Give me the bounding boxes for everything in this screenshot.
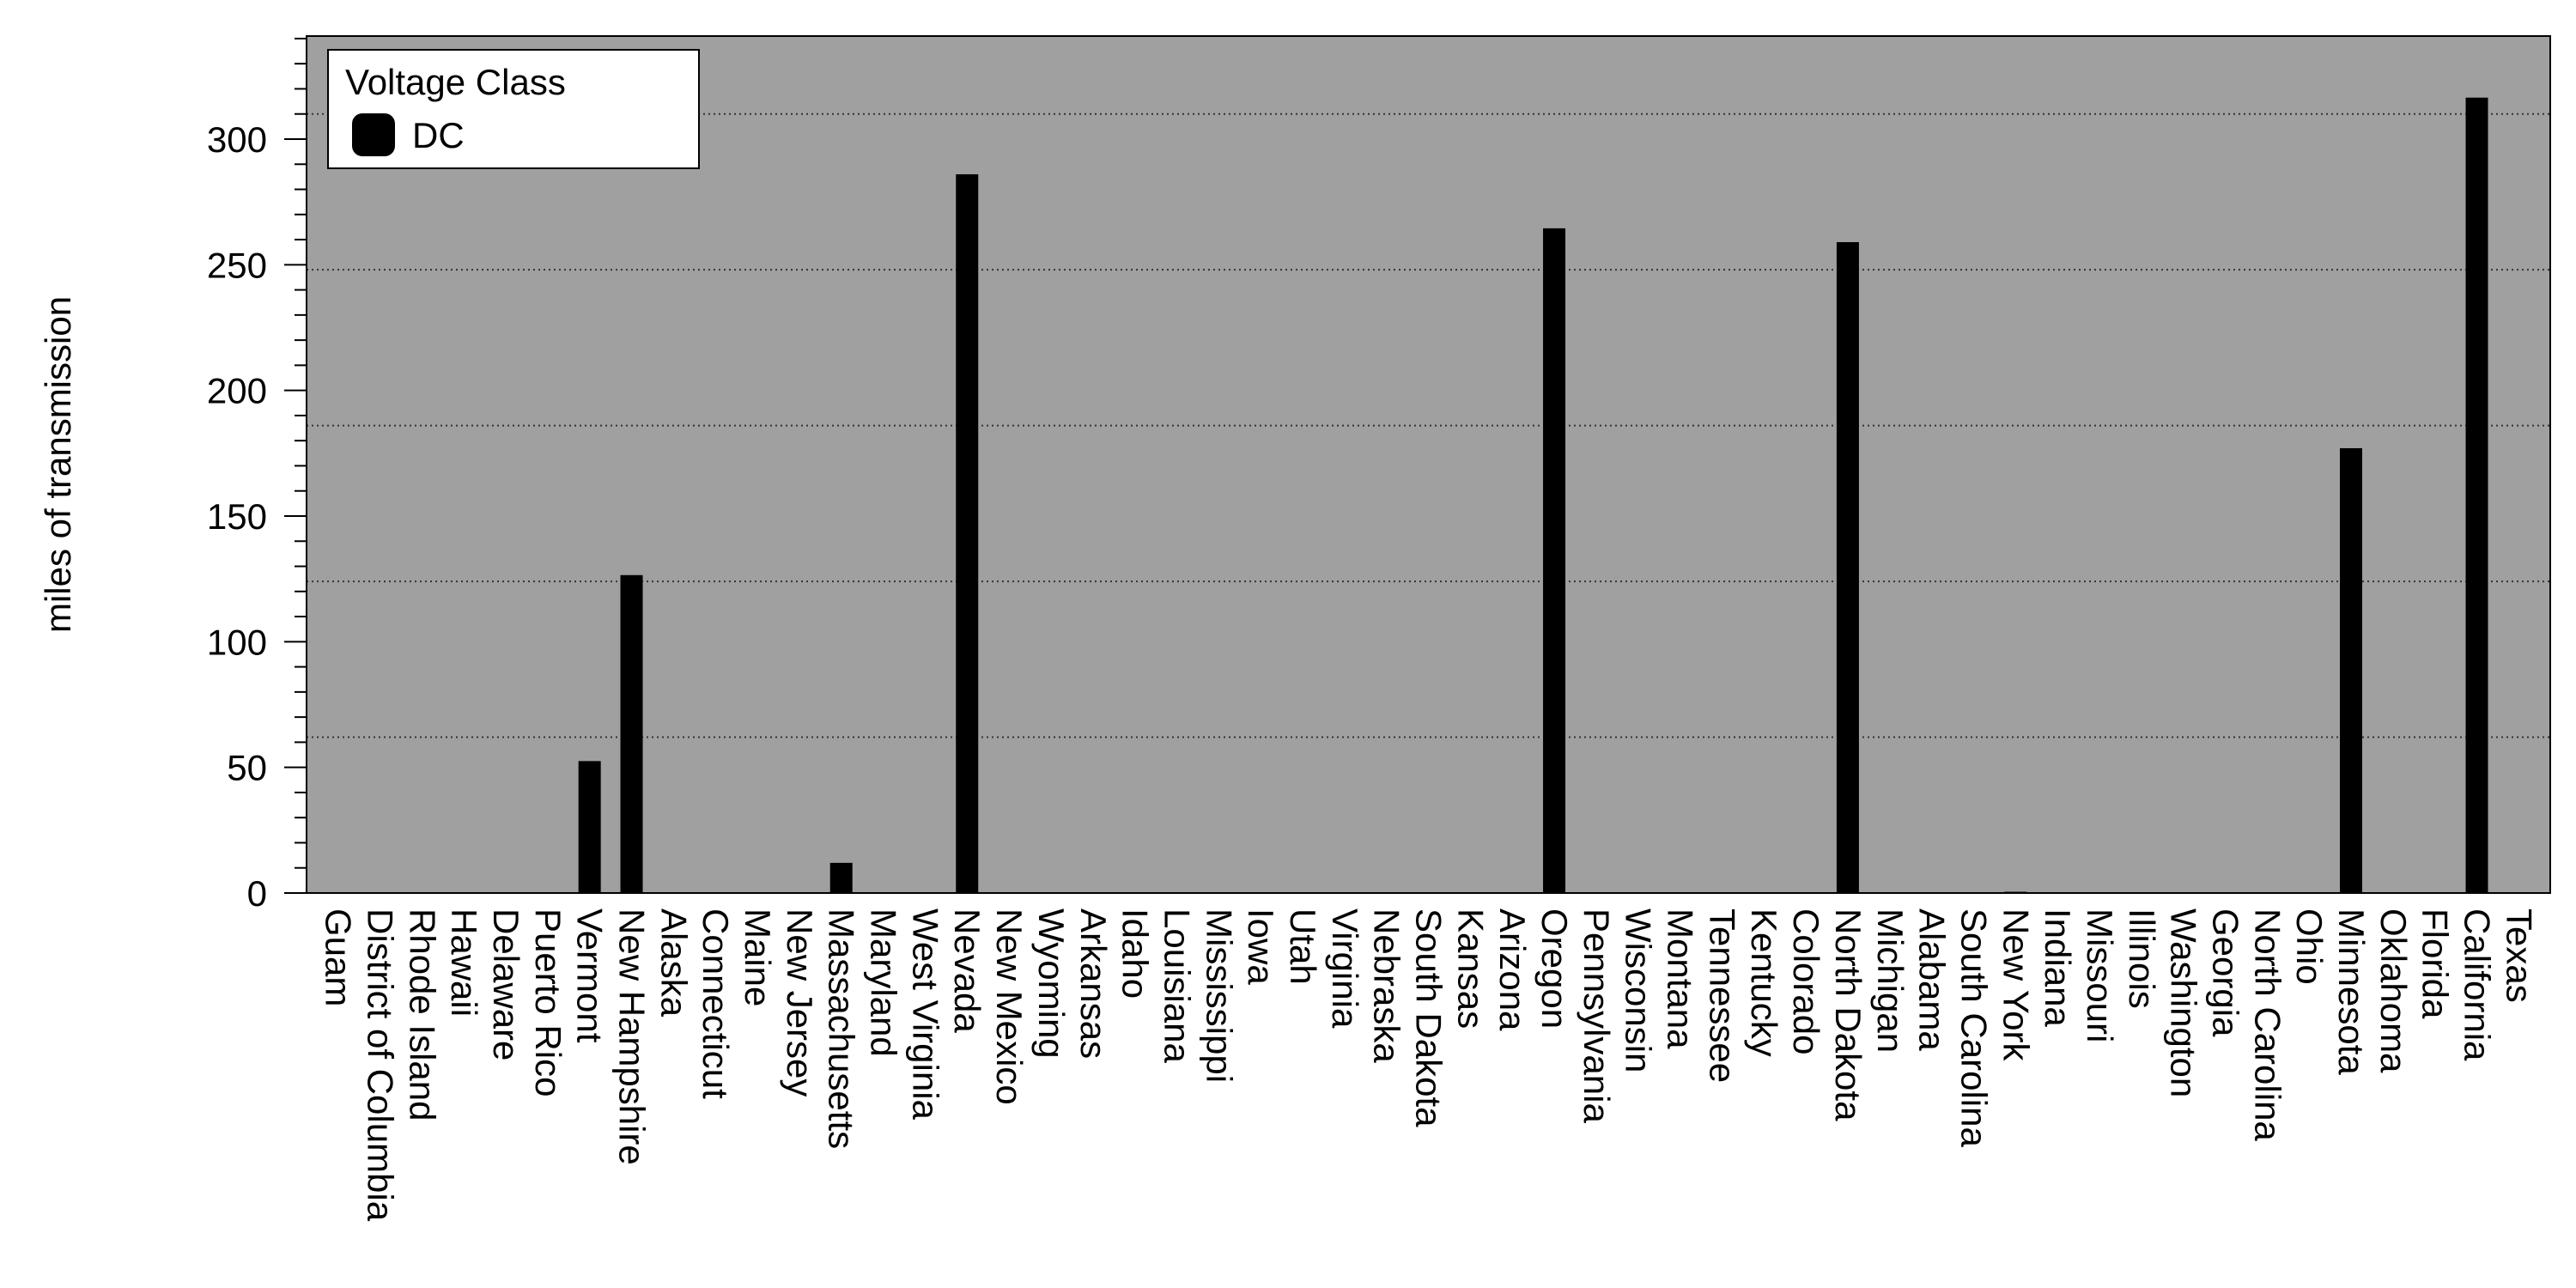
x-tick-label: Puerto Rico bbox=[528, 908, 568, 1097]
x-tick-label: District of Columbia bbox=[360, 908, 400, 1222]
x-tick-label: New Jersey bbox=[780, 908, 820, 1097]
x-tick-label: Utah bbox=[1283, 908, 1323, 985]
x-tick-label: Virginia bbox=[1325, 908, 1365, 1029]
x-tick-label: North Dakota bbox=[1828, 908, 1868, 1121]
y-tick-label: 150 bbox=[207, 496, 267, 537]
y-axis: 0 50 100 150 200 250 300 bbox=[207, 37, 307, 914]
y-tick-label: 250 bbox=[207, 245, 267, 285]
x-tick-label: Alaska bbox=[653, 908, 694, 1018]
x-tick-label: Illinois bbox=[2122, 908, 2162, 1009]
bars bbox=[578, 97, 2488, 894]
x-tick-label: California bbox=[2458, 908, 2498, 1061]
x-tick-label: Arizona bbox=[1492, 908, 1533, 1031]
x-tick-label: Michigan bbox=[1870, 908, 1911, 1053]
bar bbox=[829, 862, 853, 893]
x-tick-label: Guam bbox=[319, 908, 359, 1006]
legend-label-dc: DC bbox=[412, 115, 465, 155]
x-tick-label: Washington bbox=[2164, 908, 2204, 1097]
legend-swatch-dc bbox=[352, 113, 395, 156]
x-tick-label: Indiana bbox=[2038, 908, 2078, 1027]
bar bbox=[578, 761, 601, 893]
x-tick-label: Texas bbox=[2499, 908, 2539, 1003]
x-tick-label: Wyoming bbox=[1031, 908, 1072, 1059]
x-tick-label: South Dakota bbox=[1409, 908, 1449, 1127]
x-tick-label: Idaho bbox=[1115, 908, 1156, 999]
y-tick-label: 200 bbox=[207, 371, 267, 411]
x-tick-label: Tennessee bbox=[1702, 908, 1742, 1083]
x-tick-label: Pennsylvania bbox=[1577, 908, 1617, 1123]
x-tick-label: West Virginia bbox=[905, 908, 945, 1121]
bar bbox=[956, 173, 979, 893]
x-tick-label: Missouri bbox=[2080, 908, 2120, 1042]
x-tick-label: Rhode Island bbox=[402, 908, 442, 1121]
x-tick-label: Maryland bbox=[864, 908, 904, 1057]
x-tick-label: Massachusetts bbox=[822, 908, 862, 1149]
x-tick-label: Georgia bbox=[2205, 908, 2245, 1037]
x-tick-label: Arkansas bbox=[1073, 908, 1114, 1059]
x-tick-label: Florida bbox=[2415, 908, 2456, 1019]
x-tick-label: Montana bbox=[1661, 908, 1701, 1049]
x-tick-label: Ohio bbox=[2289, 908, 2330, 985]
x-tick-label: New Mexico bbox=[989, 908, 1030, 1105]
x-axis: Guam District of Columbia Rhode Island Hawa… bbox=[319, 908, 2540, 1222]
x-tick-label: New York bbox=[1996, 908, 2036, 1061]
x-tick-label: Maine bbox=[738, 908, 778, 1006]
y-axis-label: miles of transmission bbox=[38, 296, 78, 633]
x-tick-label: Alabama bbox=[1912, 908, 1953, 1051]
x-tick-label: Hawaii bbox=[444, 908, 484, 1017]
x-tick-label: Nebraska bbox=[1367, 908, 1407, 1063]
x-tick-label: South Carolina bbox=[1953, 908, 1994, 1147]
x-tick-label: North Carolina bbox=[2247, 908, 2287, 1141]
x-tick-label: Colorado bbox=[1786, 908, 1826, 1054]
plot-frame bbox=[306, 35, 2551, 894]
y-tick-label: 50 bbox=[227, 748, 267, 788]
x-tick-label: Kansas bbox=[1450, 908, 1491, 1029]
y-tick-label: 0 bbox=[247, 873, 267, 914]
x-tick-label: Minnesota bbox=[2331, 908, 2372, 1075]
legend: Voltage Class DC bbox=[327, 49, 700, 169]
x-tick-label: Delaware bbox=[486, 908, 526, 1060]
x-tick-label: Kentucky bbox=[1744, 908, 1784, 1057]
x-tick-label: Louisiana bbox=[1157, 908, 1197, 1063]
bar bbox=[2465, 97, 2488, 894]
x-tick-label: New Hampshire bbox=[612, 908, 653, 1165]
bar bbox=[620, 574, 643, 893]
x-tick-label: Oklahoma bbox=[2373, 908, 2414, 1073]
bar bbox=[1836, 241, 1859, 893]
x-tick-label: Nevada bbox=[947, 908, 987, 1033]
x-tick-label: Connecticut bbox=[696, 908, 736, 1099]
x-tick-label: Vermont bbox=[570, 908, 611, 1043]
plot-area bbox=[307, 36, 2550, 893]
bar bbox=[1543, 228, 1566, 894]
bar bbox=[2340, 447, 2363, 893]
x-tick-label: Iowa bbox=[1241, 908, 1281, 985]
y-tick-label: 100 bbox=[207, 622, 267, 662]
x-tick-label: Oregon bbox=[1534, 908, 1575, 1029]
x-tick-label: Wisconsin bbox=[1619, 908, 1659, 1072]
y-tick-label: 300 bbox=[207, 119, 267, 160]
x-tick-label: Mississippi bbox=[1199, 908, 1239, 1083]
legend-title: Voltage Class bbox=[345, 62, 566, 102]
